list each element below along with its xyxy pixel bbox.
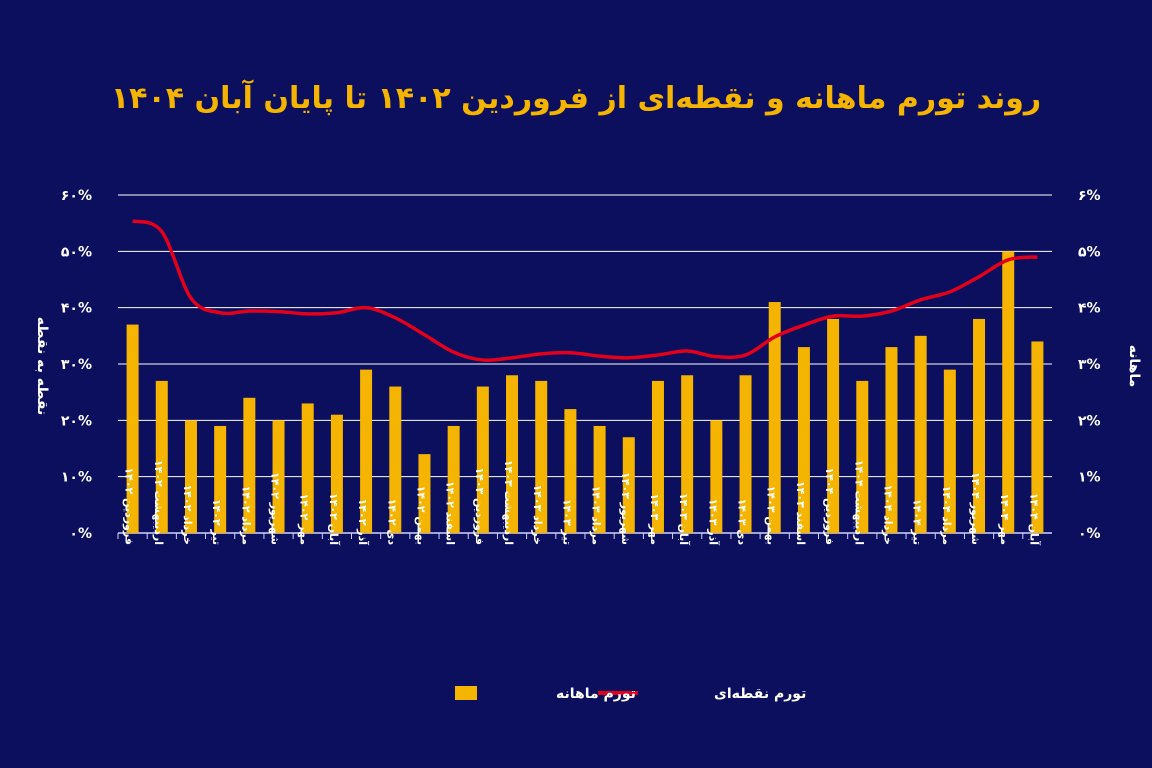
bar bbox=[710, 420, 723, 533]
bar bbox=[651, 380, 664, 533]
bar bbox=[214, 425, 227, 533]
x-tick-label: آبان ۱۴۰۳ bbox=[677, 493, 691, 545]
x-tick-label: خرداد ۱۴۰۳ bbox=[531, 484, 544, 545]
bar-series bbox=[126, 251, 1044, 534]
left-axis-title: نقطه به نقطه bbox=[34, 317, 50, 415]
bar bbox=[681, 375, 694, 533]
bar bbox=[739, 375, 752, 533]
bar bbox=[943, 369, 956, 533]
right-tick-label: ۴% bbox=[1078, 301, 1101, 317]
bar bbox=[973, 318, 986, 533]
legend-bar-label: تورم ماهانه bbox=[556, 686, 636, 702]
x-tick-label: تیر ۱۴۰۲ bbox=[210, 499, 223, 545]
legend-line-label: تورم نقطه‌ای bbox=[714, 686, 806, 702]
bar bbox=[593, 425, 606, 533]
x-tick-label: مرداد ۱۴۰۴ bbox=[940, 486, 953, 545]
x-tick-label: بهمن ۱۴۰۲ bbox=[414, 486, 427, 545]
bar bbox=[797, 347, 810, 533]
x-tick-label: آبان ۱۴۰۴ bbox=[1027, 493, 1041, 545]
x-tick-label: آبان ۱۴۰۲ bbox=[327, 493, 341, 545]
left-tick-label: ۶۰% bbox=[61, 188, 92, 204]
x-tick-label: بهمن ۱۴۰۳ bbox=[765, 486, 778, 545]
left-tick-label: ۲۰% bbox=[61, 413, 92, 429]
x-tick-label: مرداد ۱۴۰۲ bbox=[239, 486, 252, 545]
bar bbox=[184, 420, 197, 533]
bar bbox=[1002, 251, 1015, 534]
x-tick-label: خرداد ۱۴۰۲ bbox=[181, 484, 194, 545]
line-series bbox=[131, 219, 1038, 363]
right-tick-label: ۳% bbox=[1078, 357, 1101, 373]
left-tick-label: ۰% bbox=[69, 526, 92, 542]
x-tick-label: آذر ۱۴۰۳ bbox=[706, 499, 720, 546]
right-tick-label: ۰% bbox=[1078, 526, 1101, 542]
left-tick-label: ۳۰% bbox=[61, 357, 92, 373]
chart-title: روند تورم ماهانه و نقطه‌ای از فروردین ۱۴… bbox=[111, 79, 1041, 116]
x-tick-label: شهریور ۱۴۰۴ bbox=[969, 472, 982, 545]
left-tick-label: ۱۰% bbox=[61, 470, 92, 486]
bar bbox=[827, 318, 840, 533]
x-tick-label: تیر ۱۴۰۴ bbox=[911, 499, 924, 545]
bar bbox=[535, 380, 548, 533]
bar bbox=[914, 335, 927, 533]
x-tick-label: اردیبهشت ۱۴۰۴ bbox=[852, 460, 865, 545]
bar bbox=[506, 375, 519, 533]
bar bbox=[447, 425, 460, 533]
bar bbox=[243, 397, 256, 533]
bar bbox=[360, 369, 373, 533]
bar bbox=[389, 386, 402, 533]
x-tick-label: دی ۱۴۰۳ bbox=[736, 499, 749, 546]
legend-bar-swatch bbox=[455, 686, 477, 700]
bar bbox=[622, 437, 635, 533]
x-tick-label: فروردین ۱۴۰۲ bbox=[123, 467, 136, 545]
x-tick-label: آذر ۱۴۰۲ bbox=[356, 499, 370, 546]
bar bbox=[564, 409, 577, 533]
x-tick-label: اردیبهشت ۱۴۰۳ bbox=[502, 460, 515, 545]
x-tick-label: مهر ۱۴۰۳ bbox=[648, 493, 661, 545]
left-tick-label: ۴۰% bbox=[61, 301, 92, 317]
x-tick-label: شهریور ۱۴۰۳ bbox=[619, 472, 632, 545]
line-path bbox=[131, 219, 1038, 363]
x-axis-labels: فروردین ۱۴۰۲ اردیبهشت ۱۴۰۲ خرداد ۱۴۰۲ تیر ۱… bbox=[117, 460, 1041, 546]
bar bbox=[476, 386, 489, 533]
right-axis-ticks: ۰% ۱% ۲% ۳% ۴% ۵% ۶% bbox=[1078, 188, 1101, 542]
bar bbox=[155, 380, 168, 533]
right-axis-title: ماهانه bbox=[1126, 345, 1142, 388]
right-tick-label: ۱% bbox=[1078, 470, 1101, 486]
bar bbox=[768, 302, 781, 533]
bar bbox=[1031, 341, 1044, 533]
right-tick-label: ۵% bbox=[1078, 244, 1101, 260]
bar bbox=[301, 403, 314, 533]
bar bbox=[126, 324, 139, 533]
bar bbox=[330, 414, 343, 533]
bar bbox=[418, 454, 431, 533]
bar bbox=[272, 420, 285, 533]
bar bbox=[885, 347, 898, 533]
x-tick-label: مرداد ۱۴۰۳ bbox=[590, 486, 603, 545]
x-tick-label: فروردین ۱۴۰۴ bbox=[823, 467, 836, 545]
right-tick-label: ۶% bbox=[1078, 188, 1101, 204]
x-tick-label: تیر ۱۴۰۳ bbox=[560, 499, 573, 545]
x-tick-label: دی ۱۴۰۲ bbox=[385, 499, 398, 546]
x-tick-label: مهر ۱۴۰۲ bbox=[298, 493, 311, 545]
left-tick-label: ۵۰% bbox=[61, 244, 92, 260]
x-tick-label: خرداد ۱۴۰۴ bbox=[881, 484, 894, 545]
right-tick-label: ۲% bbox=[1078, 413, 1101, 429]
gridlines bbox=[118, 194, 1052, 534]
left-axis-ticks: ۰% ۱۰% ۲۰% ۳۰% ۴۰% ۵۰% ۶۰% bbox=[61, 188, 92, 542]
x-tick-label: اسفند ۱۴۰۳ bbox=[794, 481, 807, 545]
x-tick-label: مهر ۱۴۰۴ bbox=[998, 493, 1011, 545]
x-tick-label: اردیبهشت ۱۴۰۲ bbox=[152, 460, 165, 545]
x-tick-label: فروردین ۱۴۰۳ bbox=[473, 467, 486, 545]
x-tick-label: شهریور ۱۴۰۲ bbox=[269, 472, 282, 545]
legend: تورم نقطه‌ای تورم ماهانه bbox=[455, 686, 806, 702]
x-tick-label: اسفند ۱۴۰۲ bbox=[444, 481, 457, 545]
bar bbox=[856, 380, 869, 533]
